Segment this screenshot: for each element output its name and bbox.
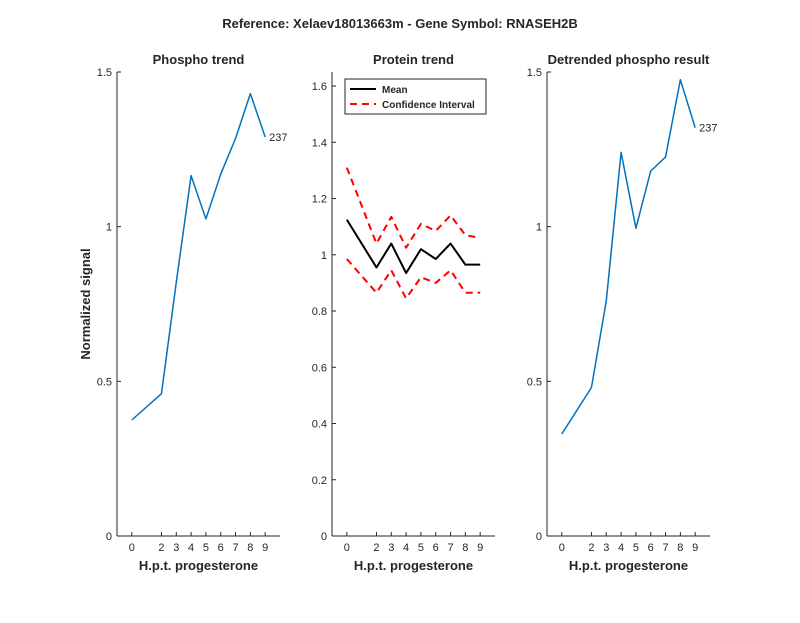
y-tick-label: 0.6 [312, 362, 327, 374]
y-tick-label: 0.2 [312, 475, 327, 487]
x-tick-label: 9 [692, 542, 698, 554]
x-tick-label: 2 [158, 542, 164, 554]
y-tick-label: 1 [321, 250, 327, 262]
y-tick-label: 0 [536, 531, 542, 543]
chart-title: Protein trend [373, 52, 454, 67]
chart-title: Detrended phospho result [548, 52, 710, 67]
legend-label-1: Mean [382, 85, 408, 96]
x-tick-label: 6 [648, 542, 654, 554]
x-tick-label: 5 [418, 542, 424, 554]
x-tick-label: 4 [618, 542, 624, 554]
y-tick-label: 1.5 [527, 67, 542, 79]
x-tick-label: 5 [633, 542, 639, 554]
x-tick-label: 6 [218, 542, 224, 554]
y-tick-label: 0.5 [97, 376, 112, 388]
x-tick-label: 4 [403, 542, 409, 554]
y-tick-label: 0 [321, 531, 327, 543]
chart-2: Protein trend 0 0.2 0.4 0.6 0.8 1 1.2 1.4 1.6 0 2 3 4… [312, 52, 495, 573]
x-tick-label: 8 [247, 542, 253, 554]
x-tick-label: 7 [447, 542, 453, 554]
x-tick-label: 6 [433, 542, 439, 554]
series-end-label: 237 [269, 132, 287, 144]
x-tick-label: 0 [559, 542, 565, 554]
x-tick-label: 8 [462, 542, 468, 554]
y-axis-label: Normalized signal [78, 248, 93, 359]
series-line-1 [561, 78, 696, 435]
series-line-3 [346, 258, 481, 300]
y-tick-label: 0.5 [527, 376, 542, 388]
x-tick-label: 9 [262, 542, 268, 554]
legend-label-2: Confidence Interval [382, 100, 475, 111]
series-line-1 [131, 92, 266, 421]
x-tick-label: 0 [344, 542, 350, 554]
series-line-1 [345, 219, 481, 275]
y-tick-label: 1.6 [312, 81, 327, 93]
legend-box [344, 78, 487, 115]
series-line-2 [345, 167, 481, 249]
chart-1: Phospho trend 0 0.5 1 1.5 0 2 3 4 5 6 7 8 9 H.p.t. pro… [78, 52, 288, 573]
x-tick-label: 2 [373, 542, 379, 554]
x-axis-label: H.p.t. progesterone [354, 558, 473, 573]
x-tick-label: 3 [388, 542, 394, 554]
y-tick-label: 1.2 [312, 194, 327, 206]
figure-title: Reference: Xelaev18013663m - Gene Symbol… [222, 16, 578, 31]
x-tick-label: 8 [677, 542, 683, 554]
y-tick-label: 0.8 [312, 306, 327, 318]
y-tick-label: 0 [106, 531, 112, 543]
x-tick-label: 4 [188, 542, 194, 554]
x-tick-label: 9 [477, 542, 483, 554]
x-axis-label: H.p.t. progesterone [139, 558, 258, 573]
x-tick-label: 7 [232, 542, 238, 554]
chart-title: Phospho trend [153, 52, 245, 67]
y-tick-label: 1 [106, 222, 112, 234]
series-end-label: 237 [699, 123, 717, 135]
x-tick-label: 3 [603, 542, 609, 554]
x-tick-label: 0 [129, 542, 135, 554]
x-tick-label: 3 [173, 542, 179, 554]
x-tick-label: 2 [588, 542, 594, 554]
x-axis-label: H.p.t. progesterone [569, 558, 688, 573]
x-tick-label: 7 [662, 542, 668, 554]
y-tick-label: 1 [536, 222, 542, 234]
y-tick-label: 0.4 [312, 419, 327, 431]
y-tick-label: 1.5 [97, 67, 112, 79]
x-tick-label: 5 [203, 542, 209, 554]
y-tick-label: 1.4 [312, 137, 327, 149]
chart-3: Detrended phospho result 0 0.5 1 1.5 0 2 3 4 5 6 7 8… [527, 52, 718, 573]
